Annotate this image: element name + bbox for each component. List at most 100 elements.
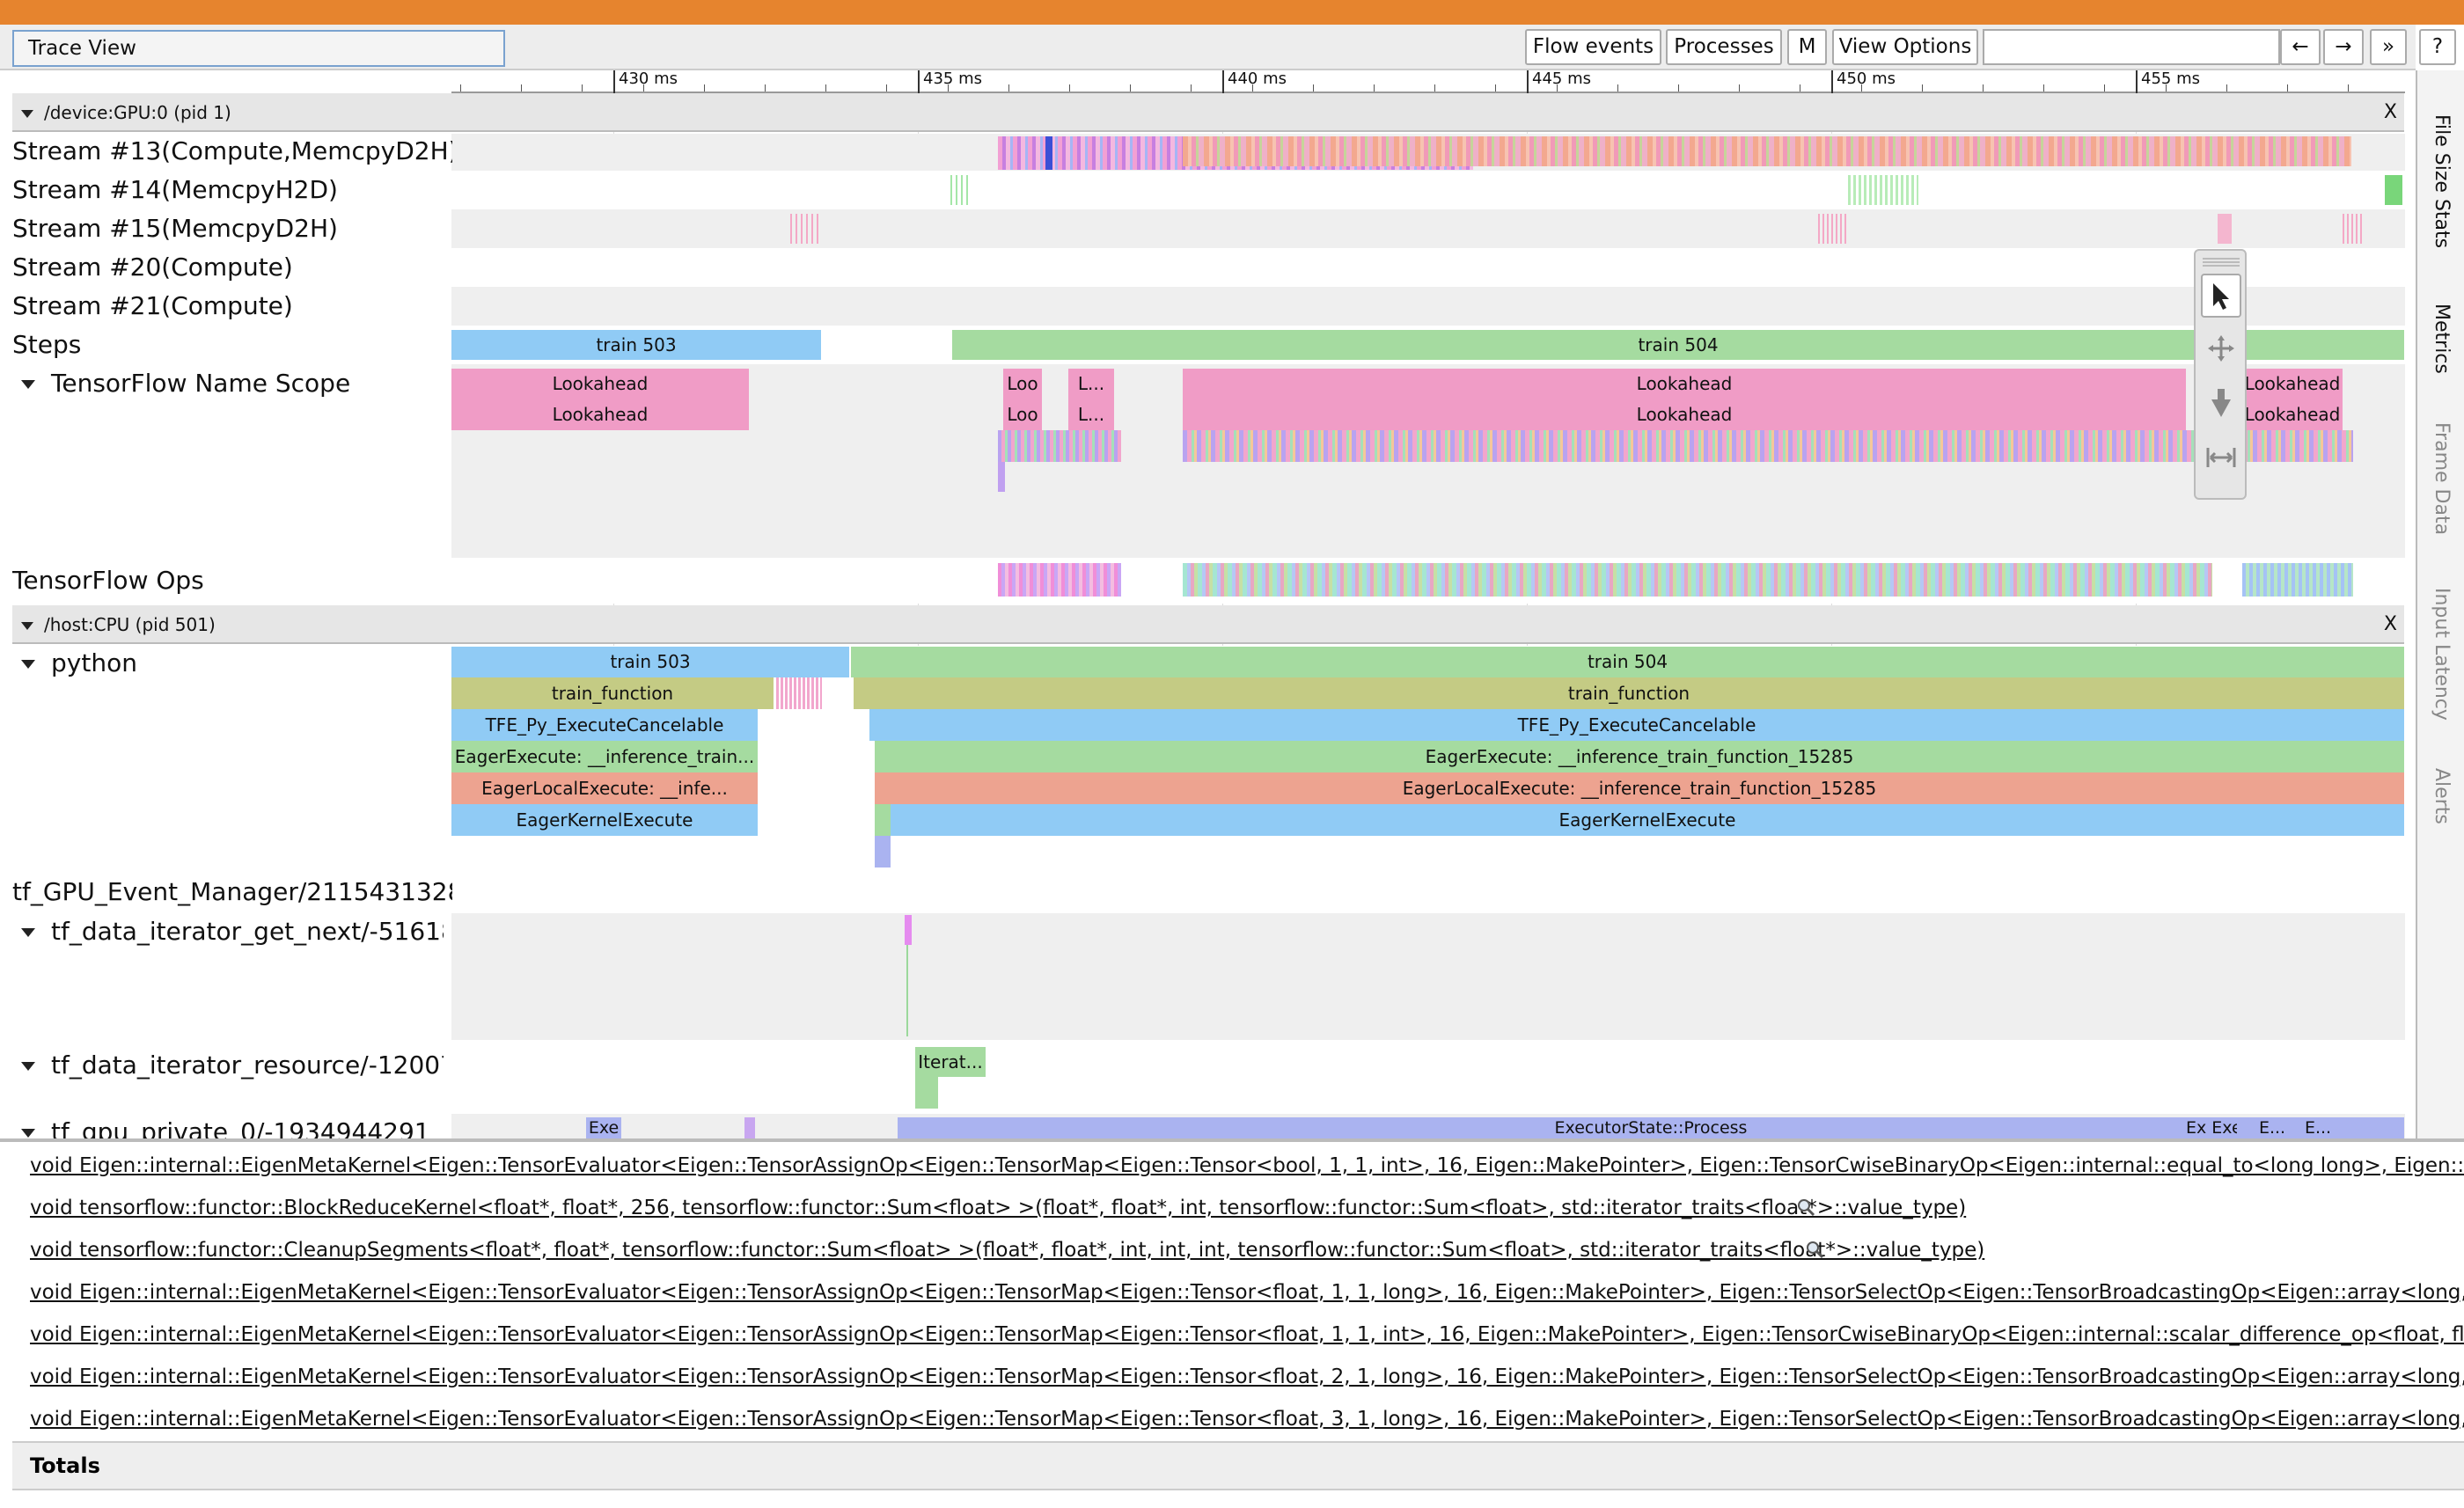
lookahead-slice[interactable]: Lookahead: [1183, 369, 2186, 399]
name-scope-events[interactable]: [1183, 430, 2353, 462]
timing-icon[interactable]: [2201, 436, 2241, 479]
stream-14-events[interactable]: [950, 175, 968, 205]
tf-ops-events[interactable]: [1183, 563, 2212, 597]
python-slice-eager-kernel[interactable]: EagerKernelExecute: [891, 804, 2404, 836]
tab-input-latency[interactable]: Input Latency: [2431, 588, 2453, 721]
collapse-triangle-icon[interactable]: [21, 110, 33, 118]
iterator-resource-slice[interactable]: Iterat...: [915, 1047, 986, 1077]
python-events[interactable]: [875, 804, 891, 836]
iterator-get-next-event[interactable]: [906, 945, 908, 1036]
track-label-iterator-resource[interactable]: tf_data_iterator_resource/-1200778: [12, 1050, 444, 1080]
expand-triangle-icon[interactable]: [21, 380, 35, 389]
expand-triangle-icon[interactable]: [21, 660, 35, 669]
tab-file-size-stats[interactable]: File Size Stats: [2431, 114, 2453, 249]
executor-slice[interactable]: Ex Exe: [2186, 1118, 2237, 1138]
track-label-iterator-get-next[interactable]: tf_data_iterator_get_next/-5161843: [12, 917, 444, 946]
step-train-503[interactable]: train 503: [451, 330, 821, 360]
forward-arrow-button[interactable]: →: [2323, 29, 2364, 65]
lookahead-slice[interactable]: Lookahead: [2242, 399, 2343, 430]
step-train-504[interactable]: train 504: [952, 330, 2404, 360]
close-process-button[interactable]: X: [2383, 101, 2397, 123]
python-events[interactable]: [875, 836, 891, 867]
stream-13-events[interactable]: [1183, 136, 2351, 166]
python-slice-tfe-execute[interactable]: TFE_Py_ExecuteCancelable: [451, 709, 758, 741]
view-options-button[interactable]: View Options: [1832, 29, 1978, 65]
magnifier-icon[interactable]: [1804, 1239, 1825, 1264]
python-slice-eager-local-execute[interactable]: EagerLocalExecute: __inference_train_fun…: [875, 772, 2404, 804]
track-label-stream-14: Stream #14(MemcpyH2D): [12, 175, 338, 204]
track-label-python[interactable]: python: [12, 648, 452, 677]
stream-13-events[interactable]: [1045, 136, 1052, 170]
python-slice-train-503[interactable]: train 503: [451, 647, 849, 677]
cpu-process-header[interactable]: /host:CPU (pid 501) X: [12, 605, 2404, 644]
kernel-row-link[interactable]: void Eigen::internal::EigenMetaKernel<Ei…: [30, 1281, 2464, 1304]
tab-metrics[interactable]: Metrics: [2431, 304, 2453, 374]
tf-ops-events[interactable]: [2242, 563, 2353, 597]
help-button[interactable]: ?: [2419, 29, 2456, 65]
iterator-get-next-event[interactable]: [905, 915, 912, 945]
kernel-row-link[interactable]: void tensorflow::functor::BlockReduceKer…: [30, 1197, 1967, 1219]
stream-14-events[interactable]: [2385, 175, 2402, 205]
collapse-triangle-icon[interactable]: [21, 622, 33, 630]
stream-15-events[interactable]: [2218, 214, 2232, 244]
panel-divider[interactable]: [0, 1138, 2464, 1142]
executor-slice[interactable]: E...: [2258, 1118, 2286, 1138]
python-slice-train-function[interactable]: train_function: [854, 677, 2404, 709]
kernel-row-link[interactable]: void Eigen::internal::EigenMetaKernel<Ei…: [30, 1408, 2464, 1431]
lookahead-slice[interactable]: Lookahead: [2242, 369, 2343, 399]
python-slice-eager-local-execute[interactable]: EagerLocalExecute: __infe...: [451, 772, 758, 804]
tf-ops-events[interactable]: [998, 563, 1121, 597]
palette-drag-handle[interactable]: [2203, 256, 2240, 267]
stream-15-events[interactable]: [2343, 214, 2362, 244]
lookahead-slice[interactable]: Loo: [1003, 369, 1042, 399]
executor-slice[interactable]: Exe: [586, 1117, 621, 1138]
kernel-row-link[interactable]: void Eigen::internal::EigenMetaKernel<Ei…: [30, 1154, 2464, 1177]
name-scope-events[interactable]: [998, 430, 1121, 462]
flow-events-button[interactable]: Flow events: [1525, 29, 1661, 65]
m-button[interactable]: M: [1787, 29, 1827, 65]
track-label-name-scope[interactable]: TensorFlow Name Scope: [12, 369, 452, 398]
lookahead-slice[interactable]: L...: [1068, 369, 1114, 399]
zoom-icon[interactable]: [2201, 381, 2241, 425]
lookahead-slice[interactable]: Lookahead: [1183, 399, 2186, 430]
expand-triangle-icon[interactable]: [21, 1062, 35, 1071]
close-process-button[interactable]: X: [2383, 613, 2397, 635]
tab-alerts[interactable]: Alerts: [2431, 768, 2453, 824]
lookahead-slice[interactable]: Loo: [1003, 399, 1042, 430]
pan-icon[interactable]: [2201, 326, 2241, 370]
stream-14-events[interactable]: [1848, 175, 1918, 205]
tab-frame-data[interactable]: Frame Data: [2431, 422, 2453, 536]
python-events[interactable]: [776, 677, 822, 709]
python-slice-tfe-execute[interactable]: TFE_Py_ExecuteCancelable: [869, 709, 2404, 741]
gpu-process-header[interactable]: /device:GPU:0 (pid 1) X: [12, 93, 2404, 132]
python-slice-eager-kernel[interactable]: EagerKernelExecute: [451, 804, 758, 836]
executor-process-slice[interactable]: ExecutorState::Process: [898, 1117, 2404, 1138]
python-slice-eager-execute[interactable]: EagerExecute: __inference_train...: [451, 741, 758, 772]
lookahead-slice[interactable]: Lookahead: [451, 369, 749, 399]
selection-pointer-icon[interactable]: [2201, 274, 2241, 318]
magnifier-icon[interactable]: [1795, 1197, 1816, 1222]
python-slice-eager-execute[interactable]: EagerExecute: __inference_train_function…: [875, 741, 2404, 772]
python-slice-train-504[interactable]: train 504: [851, 647, 2404, 677]
stream-15-events[interactable]: [790, 214, 822, 244]
stream-15-events[interactable]: [1818, 214, 1848, 244]
name-scope-events[interactable]: [998, 462, 1005, 492]
iterator-resource-event[interactable]: [915, 1077, 938, 1109]
back-arrow-button[interactable]: ←: [2280, 29, 2321, 65]
lookahead-slice[interactable]: L...: [1068, 399, 1114, 430]
expand-triangle-icon[interactable]: [21, 928, 35, 937]
executor-event[interactable]: [744, 1117, 755, 1138]
processes-button[interactable]: Processes: [1666, 29, 1782, 65]
executor-slice[interactable]: E...: [2304, 1118, 2332, 1138]
track-label-gpu-private[interactable]: tf_gpu_private_0/-1934944291: [12, 1119, 452, 1138]
ruler-minor-tick: [2104, 84, 2106, 92]
kernel-row-link[interactable]: void tensorflow::functor::CleanupSegment…: [30, 1239, 1985, 1262]
more-button[interactable]: »: [2370, 29, 2407, 65]
lookahead-slice[interactable]: Lookahead: [451, 399, 749, 430]
search-input[interactable]: [1983, 29, 2280, 65]
ruler-minor-tick: [1434, 84, 1436, 92]
python-slice-train-function[interactable]: train_function: [451, 677, 774, 709]
kernel-row-link[interactable]: void Eigen::internal::EigenMetaKernel<Ei…: [30, 1323, 2464, 1346]
kernel-row-link[interactable]: void Eigen::internal::EigenMetaKernel<Ei…: [30, 1365, 2464, 1388]
expand-triangle-icon[interactable]: [21, 1129, 35, 1138]
